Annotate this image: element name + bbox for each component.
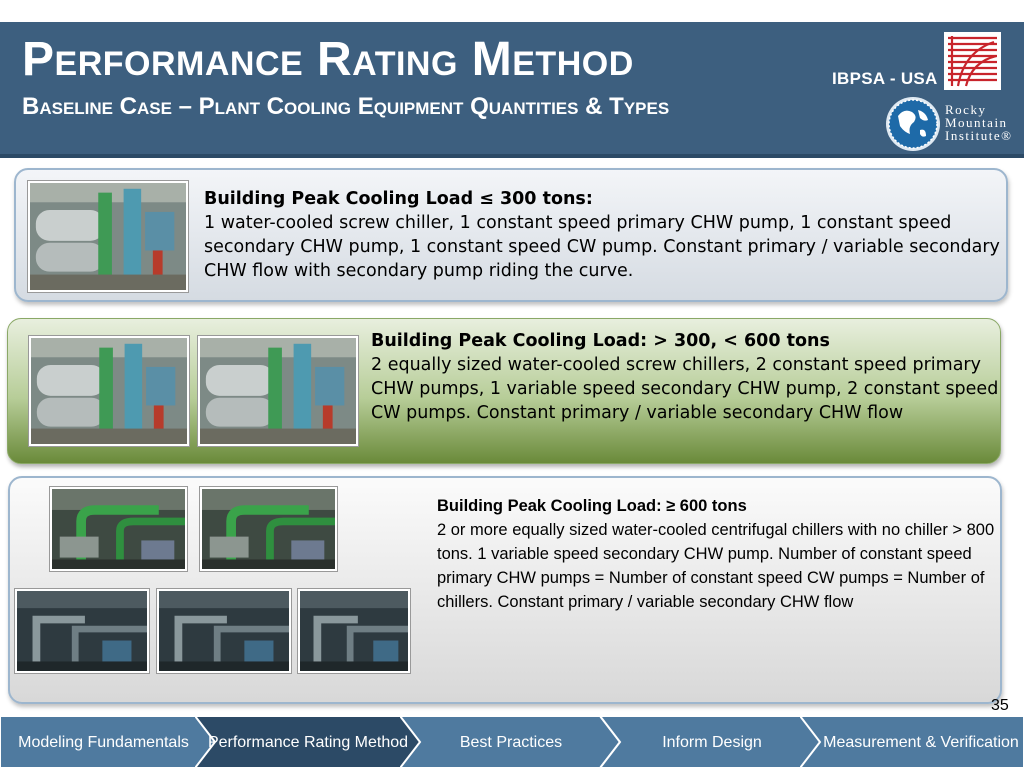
section-text-small-plant: Building Peak Cooling Load ≤ 300 tons: 1… xyxy=(204,187,1004,283)
section-heading: Building Peak Cooling Load ≤ 300 tons: xyxy=(204,189,593,209)
nav-label: Performance Rating Method xyxy=(207,733,409,751)
screw-chiller-photo xyxy=(28,181,188,292)
section-body: 2 or more equally sized water-cooled cen… xyxy=(437,521,995,611)
org-label: IBPSA - USA xyxy=(832,69,938,88)
section-body: 1 water-cooled screw chiller, 1 constant… xyxy=(204,213,1000,281)
nav-item-inform-design[interactable]: Inform Design xyxy=(600,716,824,768)
pump-room-photo xyxy=(157,589,291,673)
section-body: 2 equally sized water-cooled screw chill… xyxy=(371,355,999,423)
centrifugal-chiller-photo xyxy=(200,487,337,571)
centrifugal-chiller-photo xyxy=(50,487,187,571)
section-text-large-plant: Building Peak Cooling Load: ≥ 600 tons 2… xyxy=(437,494,1002,614)
nav-label: Best Practices xyxy=(459,733,563,751)
section-text-medium-plant: Building Peak Cooling Load: > 300, < 600… xyxy=(371,329,1001,425)
pump-room-photo xyxy=(298,589,410,673)
nav-label: Inform Design xyxy=(662,733,762,751)
slide-subtitle: Baseline Case – Plant Cooling Equipment … xyxy=(22,93,670,120)
pump-room-photo xyxy=(15,589,149,673)
bottom-navigation: Modeling Fundamentals Performance Rating… xyxy=(0,716,1024,768)
nav-item-performance-rating-method[interactable]: Performance Rating Method xyxy=(195,716,425,768)
screw-chiller-photo xyxy=(29,336,189,446)
nav-item-best-practices[interactable]: Best Practices xyxy=(400,716,622,768)
nav-item-modeling-fundamentals[interactable]: Modeling Fundamentals xyxy=(0,716,225,768)
screw-chiller-photo xyxy=(198,336,358,446)
nav-label: Modeling Fundamentals xyxy=(18,733,189,751)
rmi-logo xyxy=(884,96,1014,154)
section-heading: Building Peak Cooling Load: ≥ 600 tons xyxy=(437,497,747,515)
nav-item-measurement-verification[interactable]: Measurement & Verification xyxy=(800,716,1024,768)
section-heading: Building Peak Cooling Load: > 300, < 600… xyxy=(371,331,830,351)
ibpsa-logo xyxy=(944,32,1001,90)
page-number: 35 xyxy=(991,697,1009,714)
slide-header xyxy=(0,22,1024,158)
rmi-logo-text: Rocky Mountain Institute® xyxy=(945,102,1013,143)
nav-label: Measurement & Verification xyxy=(823,733,1019,751)
slide-title: Performance Rating Method xyxy=(22,33,634,86)
